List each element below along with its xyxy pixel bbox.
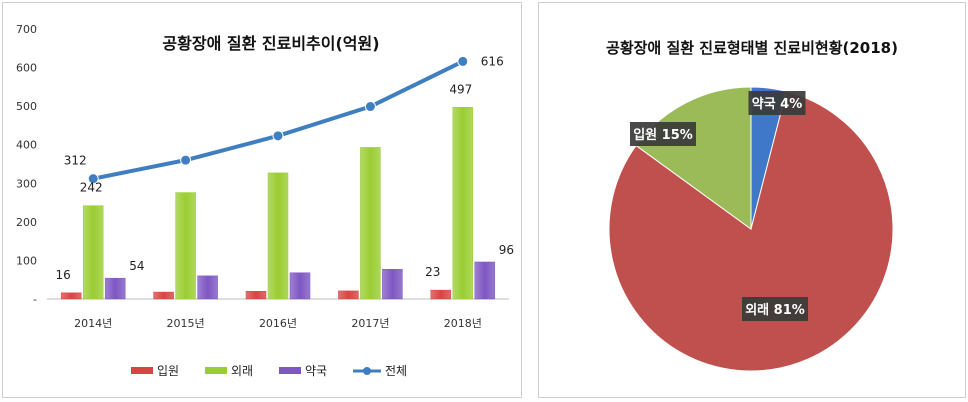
bar-입원: [338, 290, 359, 300]
trend-chart-panel: 공황장애 질환 진료비추이(억원) - 100 200 300 400 500 600 700…: [2, 2, 522, 398]
bar-입원: [430, 289, 452, 300]
pie-label-약국: 약국 4%: [752, 96, 803, 112]
pie-chart-title: 공황장애 질환 진료형태별 진료비현황(2018): [606, 39, 898, 57]
y-tick-label: 400: [16, 139, 37, 152]
bar-외래: [360, 147, 381, 300]
y-tick-label: 100: [16, 254, 37, 267]
data-label-전체: 616: [481, 54, 504, 68]
x-tick-label: 2014년: [74, 317, 112, 330]
bar-약국: [104, 277, 126, 300]
legend-label-약국: 약국: [305, 363, 327, 378]
x-tick-label: 2018년: [444, 317, 482, 330]
pie-label-box-약국: [748, 91, 806, 115]
pie-label-입원: 입원 15%: [633, 128, 693, 143]
bar-입원: [245, 291, 267, 300]
bar-입원: [60, 292, 82, 300]
pie-chart-panel: 공황장애 질환 진료형태별 진료비현황(2018) 약국 4% 외래 81% 입원 …: [538, 2, 966, 398]
data-label-외래: 497: [449, 82, 472, 96]
total-line: [92, 59, 464, 181]
bar-외래: [82, 205, 104, 300]
pie-slice-외래: [608, 90, 894, 372]
total-line-point: [272, 130, 284, 142]
bar-약국: [289, 272, 311, 300]
total-line-point: [457, 55, 469, 67]
bar-약국: [197, 275, 218, 300]
legend-label-입원: 입원: [157, 364, 179, 378]
trend-chart-title: 공황장애 질환 진료비추이(억원): [162, 34, 379, 53]
total-line-point: [180, 154, 192, 166]
pie-label-외래: 외래 81%: [745, 302, 805, 318]
data-label-약국: 54: [129, 259, 144, 273]
legend-label-외래: 외래: [231, 364, 253, 378]
data-label-입원: 16: [56, 268, 71, 282]
y-tick-label: 700: [16, 23, 37, 36]
legend-swatch-입원: [131, 367, 153, 374]
y-tick-label: 200: [16, 216, 37, 229]
bar-외래: [267, 172, 289, 300]
bar-약국: [474, 261, 496, 300]
total-line-point: [364, 101, 376, 113]
pie-chart: 공황장애 질환 진료형태별 진료비현황(2018) 약국 4% 외래 81% 입원 …: [606, 39, 898, 372]
y-tick-label: -: [33, 293, 37, 306]
data-label-외래: 242: [80, 181, 103, 195]
x-tick-label: 2015년: [167, 317, 205, 330]
pie-label-box-입원: [630, 122, 696, 146]
total-line-point: [87, 173, 99, 185]
x-tick-label: 2017년: [351, 317, 389, 330]
legend-swatch-약국: [279, 367, 301, 374]
x-tick-label: 2016년: [259, 317, 297, 330]
y-tick-label: 500: [16, 100, 37, 113]
trend-chart: 공황장애 질환 진료비추이(억원) - 100 200 300 400 500 600 700…: [16, 23, 514, 378]
legend-marker-전체: [363, 367, 371, 375]
data-label-전체: 312: [64, 154, 87, 168]
bar-약국: [382, 269, 403, 300]
data-label-약국: 96: [499, 243, 514, 257]
y-tick-label: 600: [16, 62, 37, 75]
pie-label-box-외래: [742, 297, 808, 321]
data-label-입원: 23: [425, 265, 440, 279]
bar-외래: [452, 107, 474, 300]
bar-외래: [175, 192, 196, 300]
legend-label-전체: 전체: [385, 364, 407, 378]
y-tick-label: 300: [16, 177, 37, 190]
legend-swatch-외래: [205, 367, 227, 374]
bar-입원: [153, 291, 174, 300]
